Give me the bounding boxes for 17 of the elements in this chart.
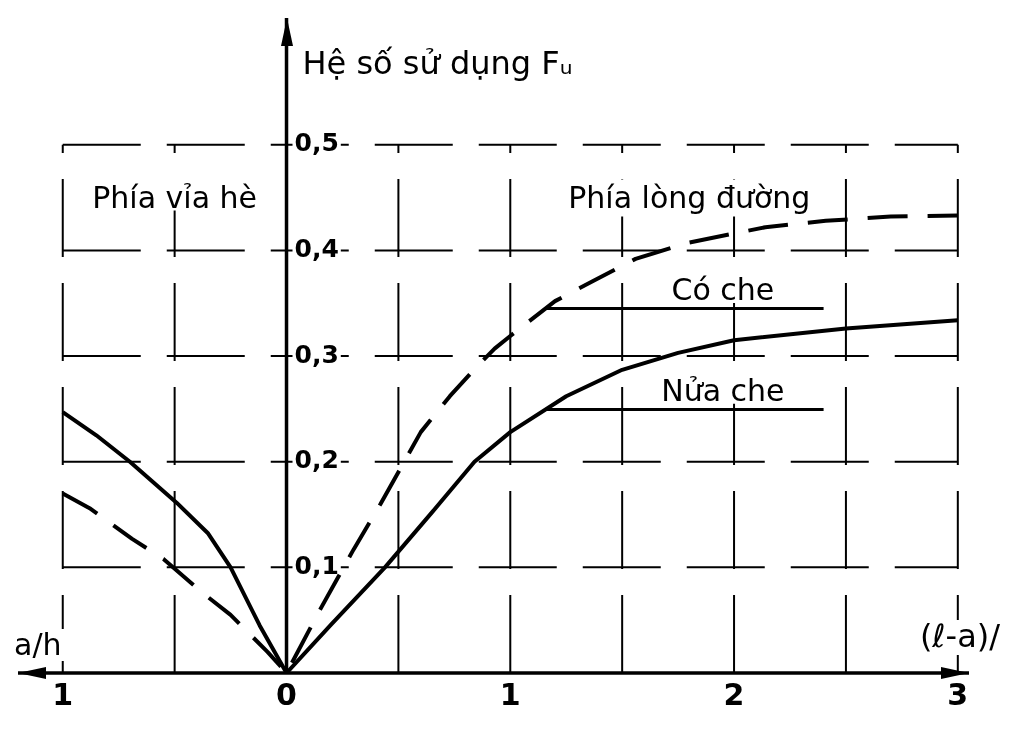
x-tick-label: 2 <box>723 676 745 712</box>
y-tick-label: 0,3 <box>294 339 339 369</box>
x-tick-label: 3 <box>947 676 969 712</box>
y-tick-label: 0,1 <box>294 550 339 580</box>
y-tick-label: 0,4 <box>294 233 339 263</box>
y-tick-label: 0,5 <box>294 128 339 158</box>
x-tick-label: 1 <box>52 676 74 712</box>
x-tick-label: 0 <box>276 676 297 712</box>
y-tick-label: 0,2 <box>294 445 339 475</box>
y-axis-title: Hệ số sử dụng Fᵤ <box>302 44 573 82</box>
annotation: a/h <box>14 627 62 662</box>
x-axis-title: (ℓ-a)/ <box>919 617 1001 655</box>
series-label: Nửa che <box>661 372 785 408</box>
annotation: Phía lòng đường <box>568 179 811 215</box>
x-tick-label: 1 <box>499 676 521 712</box>
series-label: Có che <box>671 271 775 307</box>
annotation: Phía vỉa hè <box>92 179 258 215</box>
